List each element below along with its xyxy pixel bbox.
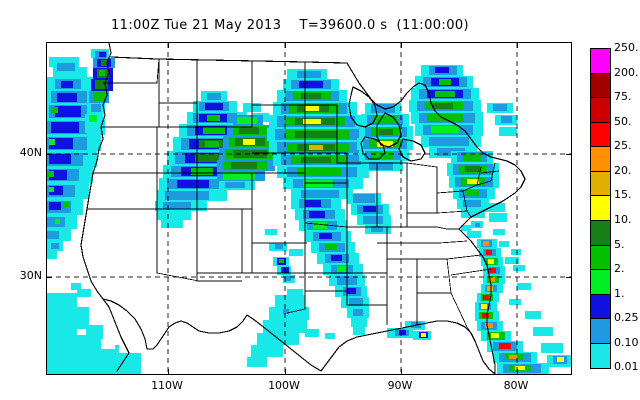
- colorbar-label: 10.: [614, 213, 632, 226]
- colorbar-label: 0.01: [614, 360, 639, 373]
- y-axis-label-30n: 30N: [19, 269, 42, 282]
- page-title: 11:00Z Tue 21 May 2013 T=39600.0 s (11:0…: [110, 18, 470, 33]
- x-tick: [285, 369, 286, 374]
- x-axis-label-100w: 100W: [268, 379, 300, 392]
- colorbar-band: [591, 98, 610, 123]
- x-tick-top: [285, 43, 286, 48]
- x-tick-top: [168, 43, 169, 48]
- colorbar-band: [591, 245, 610, 271]
- y-axis-label-40n: 40N: [19, 146, 42, 159]
- colorbar-label: 250.: [614, 41, 639, 54]
- colorbar-label: 0.25: [614, 311, 639, 324]
- colorbar-label: 2.: [614, 262, 625, 275]
- x-tick-top: [401, 43, 402, 48]
- colorbar-band: [591, 196, 610, 221]
- x-tick: [517, 369, 518, 374]
- colorbar-label: 50.: [614, 115, 632, 128]
- colorbar-band: [591, 319, 610, 344]
- colorbar-band: [591, 294, 610, 320]
- colorbar: [590, 48, 611, 369]
- colorbar-band: [591, 220, 610, 246]
- precipitation-map: [47, 43, 571, 374]
- colorbar-label: 20.: [614, 164, 632, 177]
- colorbar-band: [591, 270, 610, 295]
- colorbar-label: 0.10: [614, 336, 639, 349]
- y-tick-right: [566, 277, 571, 278]
- colorbar-band: [591, 122, 610, 148]
- colorbar-label: 25.: [614, 139, 632, 152]
- x-axis-label-110w: 110W: [151, 379, 183, 392]
- y-tick: [47, 277, 52, 278]
- colorbar-band: [591, 171, 610, 197]
- colorbar-label: 5.: [614, 238, 625, 251]
- colorbar-label: 15.: [614, 188, 632, 201]
- colorbar-band: [591, 49, 610, 74]
- colorbar-label: 200.: [614, 66, 639, 79]
- x-tick-top: [517, 43, 518, 48]
- x-axis-label-80w: 80W: [503, 379, 529, 392]
- colorbar-band: [591, 73, 610, 99]
- map-plot-area[interactable]: [46, 42, 572, 375]
- x-axis-label-90w: 90W: [387, 379, 413, 392]
- colorbar-label: 1.: [614, 287, 625, 300]
- colorbar-label: 75.: [614, 90, 632, 103]
- colorbar-band: [591, 147, 610, 172]
- x-tick: [401, 369, 402, 374]
- x-tick: [168, 369, 169, 374]
- y-tick-right: [566, 154, 571, 155]
- y-tick: [47, 154, 52, 155]
- colorbar-band: [591, 343, 610, 368]
